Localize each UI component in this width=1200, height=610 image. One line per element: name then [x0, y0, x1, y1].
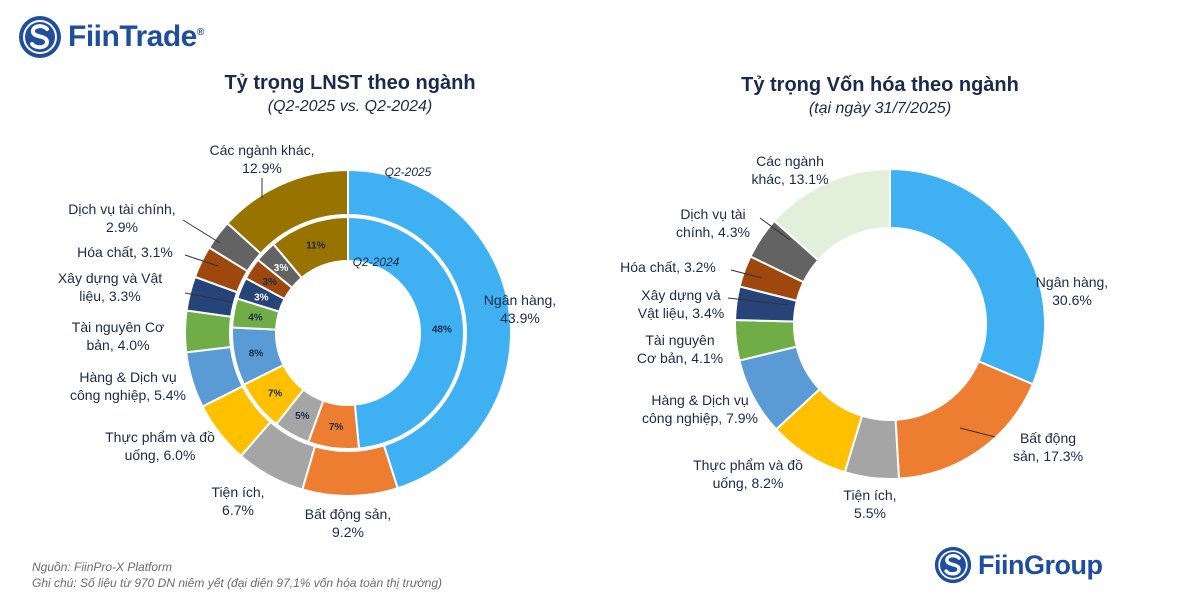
inner-slice-ngan-hang	[347, 215, 465, 450]
fiingroup-logo: FiinGroup	[934, 545, 1103, 585]
cap-label-hoa-chat: Hóa chất, 3.2%	[620, 259, 716, 275]
inner-label-hang-dich-vu-cong-nghiep: 8%	[249, 348, 264, 359]
cap-label-tien-ich: Tiện ích, 5.5%	[843, 487, 896, 521]
outer-ring-label: Q2-2025	[385, 165, 432, 179]
fiintrade-logo-icon	[19, 16, 61, 58]
inner-label-bat-dong-san: 7%	[329, 422, 344, 433]
inner-slice-cac-nganh-khac	[272, 215, 349, 280]
chart1-title: Tỷ trọng LNST theo ngành	[224, 72, 476, 94]
leader-line-dich-vu-tai-chinh	[182, 219, 221, 244]
chart1-subtitle: (Q2-2025 vs. Q2-2024)	[267, 98, 433, 115]
outer-slice-bat-dong-san	[301, 444, 399, 497]
cap-label-bat-dong-san: Bất động sản, 17.3%	[1013, 430, 1083, 464]
inner-label-thuc-pham-va-do-uong: 7%	[268, 388, 283, 399]
cap-label-thuc-pham-va-do-uong: Thực phẩm và đồ uống, 8.2%	[693, 457, 803, 491]
cap-label-xay-dung-va-vat-lieu: Xây dựng và Vật liệu, 3.4%	[638, 287, 724, 321]
outer-label-tai-nguyen-co-ban: Tài nguyên Cơ bản, 4.0%	[72, 319, 164, 353]
inner-label-hoa-chat: 3%	[263, 277, 278, 288]
outer-label-ngan-hang: Ngân hàng, 43.9%	[484, 292, 556, 326]
inner-ring-label: Q2-2024	[353, 255, 400, 269]
outer-slice-ngan-hang	[347, 168, 512, 490]
inner-label-cac-nganh-khac: 11%	[306, 241, 326, 252]
chart2-subtitle: (tại ngày 31/7/2025)	[808, 100, 952, 117]
fiingroup-logo-icon	[934, 546, 972, 584]
inner-label-xay-dung-va-vat-lieu: 3%	[254, 293, 269, 304]
outer-label-tien-ich: Tiện ích, 6.7%	[211, 484, 264, 518]
outer-label-hang-dich-vu-cong-nghiep: Hàng & Dịch vụ công nghiệp, 5.4%	[70, 369, 186, 403]
cap-label-cac-nganh-khac: Các ngành khác, 13.1%	[751, 153, 828, 187]
outer-label-hoa-chat: Hóa chất, 3.1%	[77, 244, 173, 260]
fiingroup-wordmark: FiinGroup	[978, 549, 1103, 580]
inner-label-tien-ich: 5%	[295, 411, 310, 422]
inner-label-tai-nguyen-co-ban: 4%	[248, 313, 263, 324]
cap-leader-line-xay-dung-va-vat-lieu	[727, 297, 789, 306]
leader-line-xay-dung-va-vat-lieu	[184, 292, 233, 303]
outer-slice-cac-nganh-khac	[226, 168, 349, 255]
fiintrade-logo: FiinTrade®	[18, 14, 204, 60]
cap-label-hang-dich-vu-cong-nghiep: Hàng & Dịch vụ công nghiệp, 7.9%	[642, 392, 758, 426]
outer-label-xay-dung-va-vat-lieu: Xây dựng và Vật liệu, 3.3%	[58, 270, 162, 304]
cap-leader-line-bat-dong-san	[959, 427, 996, 438]
cap-label-dich-vu-tai-chinh: Dịch vụ tài chính, 4.3%	[676, 206, 750, 240]
outer-label-cac-nganh-khac: Các ngành khác, 12.9%	[209, 142, 314, 176]
inner-label-ngan-hang: 48%	[432, 325, 452, 336]
cap-slice-ngan-hang	[889, 167, 1047, 386]
outer-label-bat-dong-san: Bất động sản, 9.2%	[305, 506, 391, 540]
leader-line-hoa-chat	[184, 254, 219, 267]
chart2-title: Tỷ trọng Vốn hóa theo ngành	[741, 74, 1019, 96]
fiintrade-wordmark: FiinTrade®	[68, 20, 204, 53]
cap-label-ngan-hang: Ngân hàng, 30.6%	[1036, 274, 1108, 308]
outer-slice-tai-nguyen-co-ban	[184, 309, 233, 354]
cap-leader-line-dich-vu-tai-chinh	[759, 217, 791, 241]
outer-label-thuc-pham-va-do-uong: Thực phẩm và đồ uống, 6.0%	[105, 429, 215, 463]
footnote-source: Nguồn: FiinPro-X Platform	[32, 560, 173, 574]
cap-leader-line-hoa-chat	[730, 269, 763, 279]
footnote-note: Ghi chú: Số liệu từ 970 DN niêm yết (đại…	[32, 576, 443, 590]
inner-label-dich-vu-tai-chinh: 3%	[274, 263, 289, 274]
cap-label-tai-nguyen-co-ban: Tài nguyên Cơ bản, 4.1%	[637, 332, 723, 366]
outer-label-dich-vu-tai-chinh: Dịch vụ tài chính, 2.9%	[68, 201, 175, 235]
cap-slice-cac-nganh-khac	[772, 167, 891, 262]
